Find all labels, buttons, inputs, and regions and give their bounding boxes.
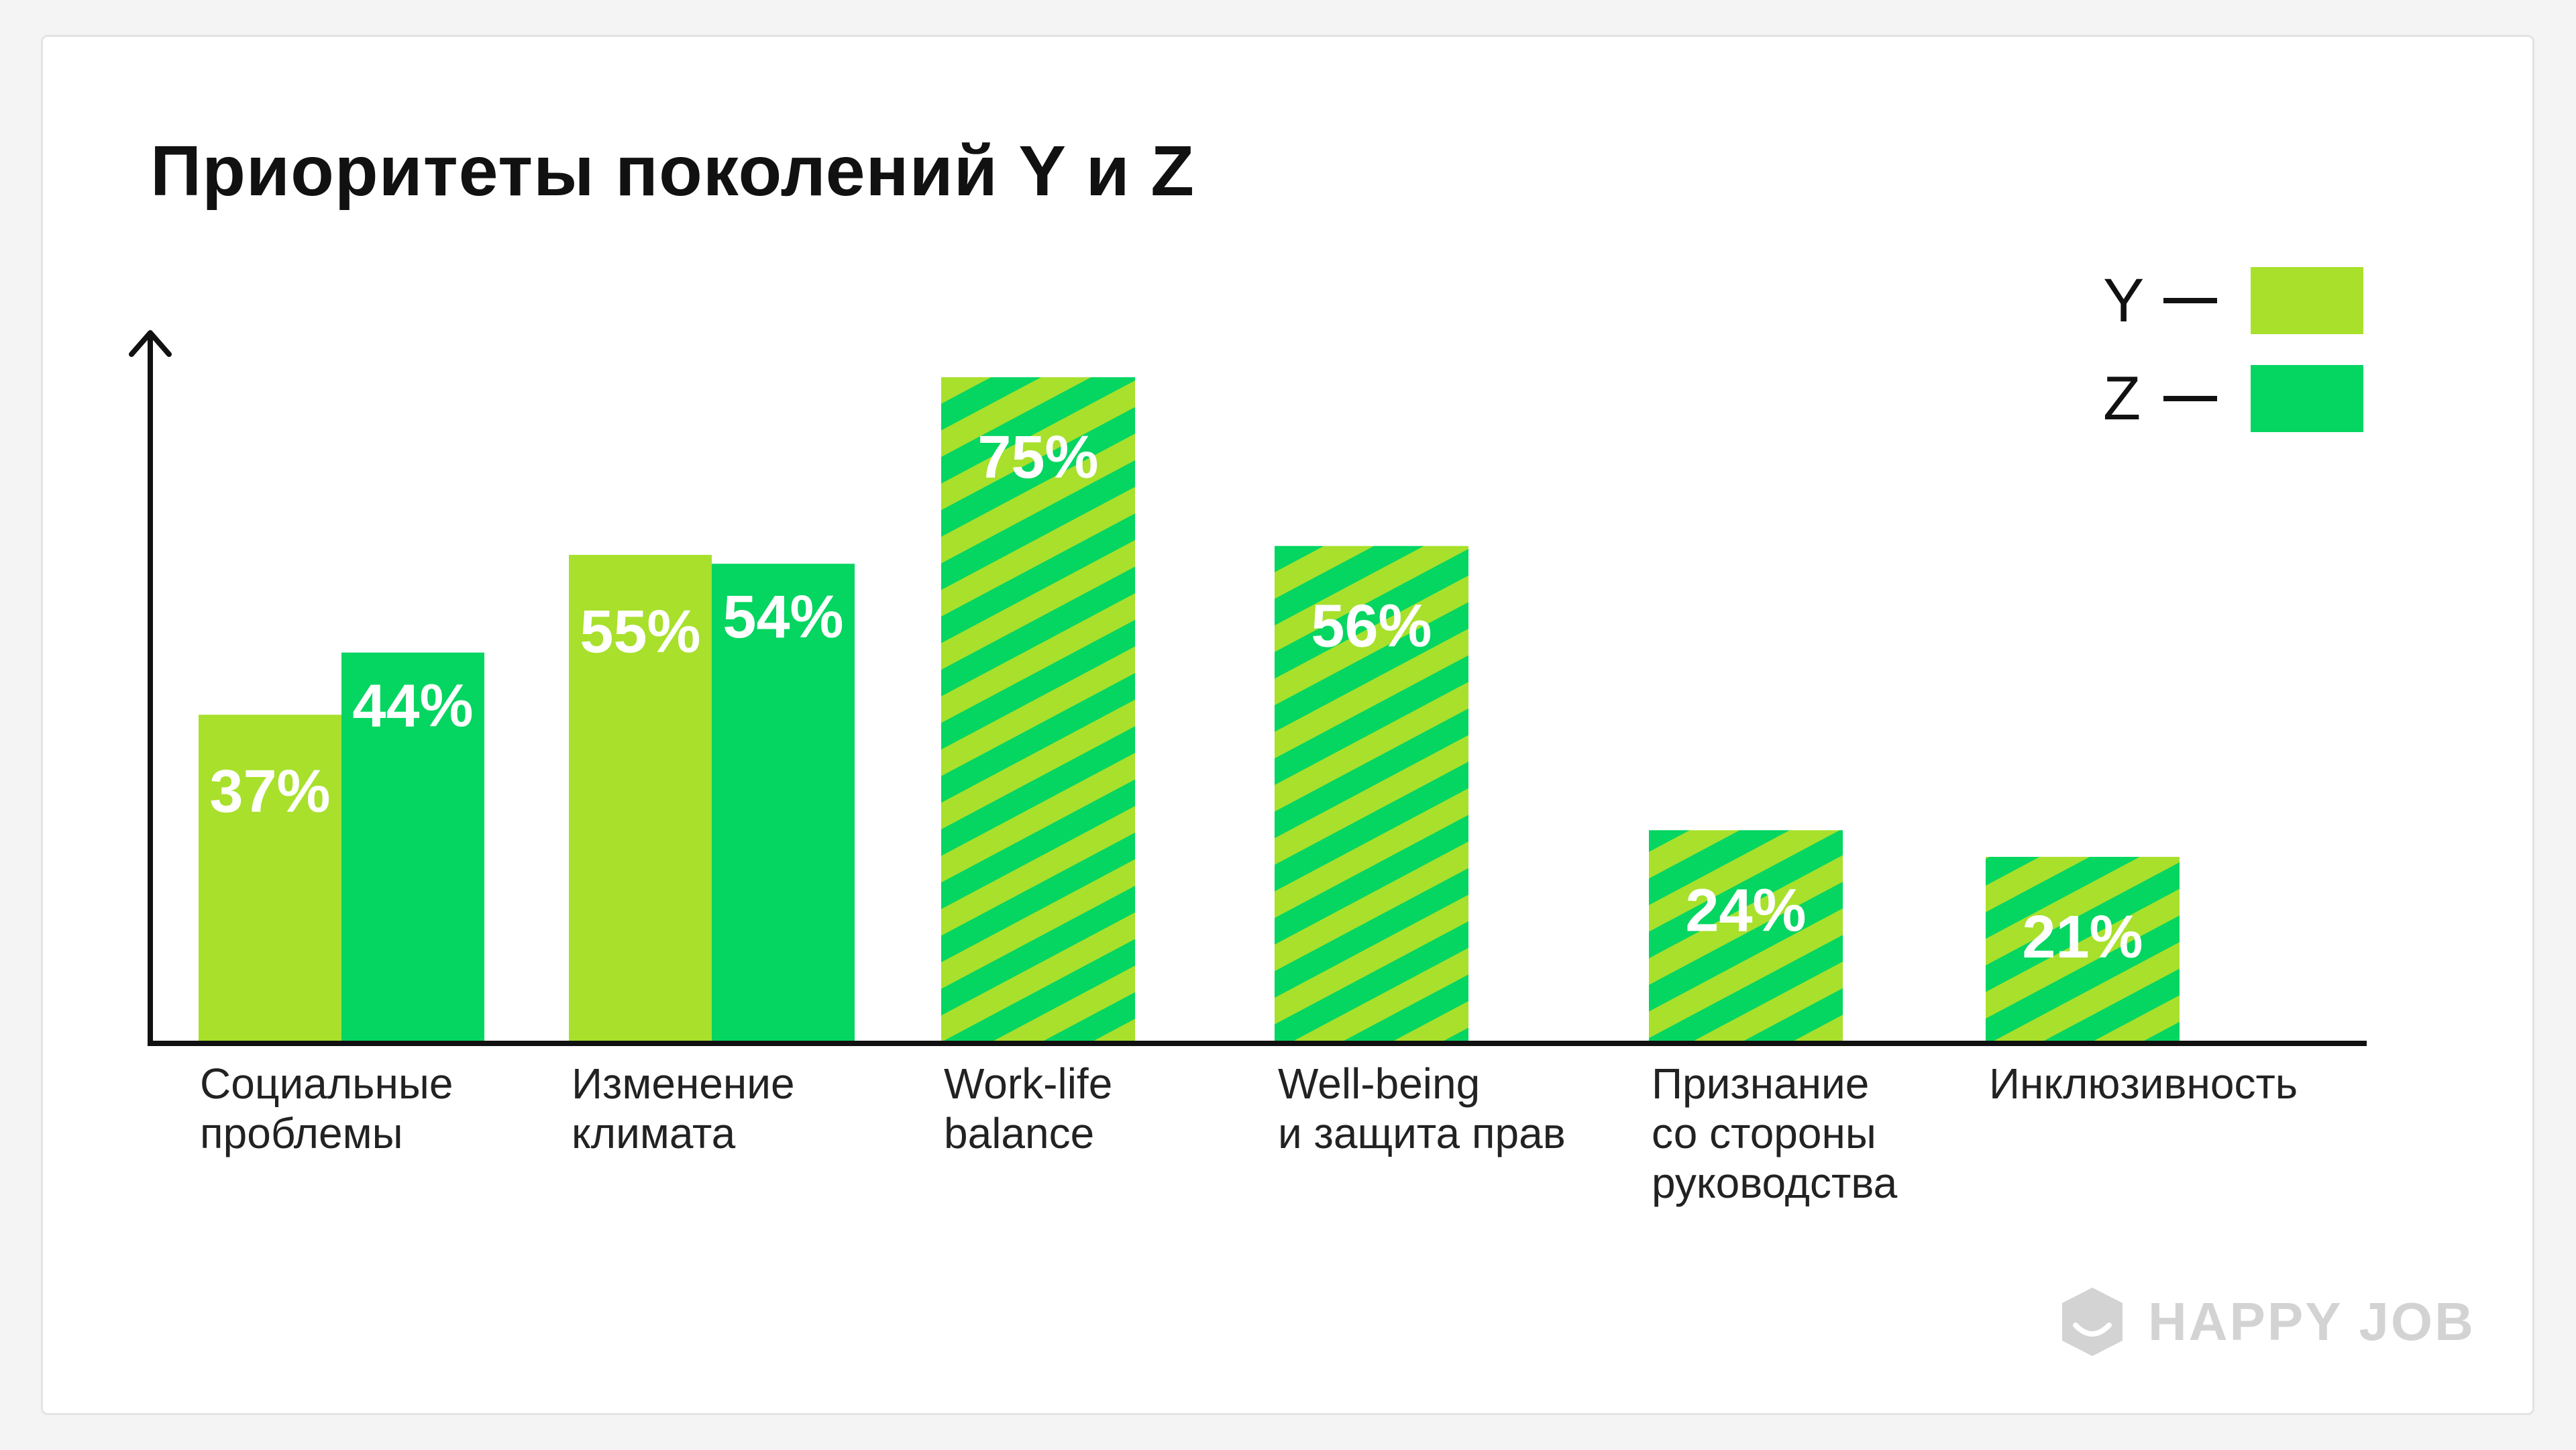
- data-label-z-climate: 54%: [722, 584, 843, 651]
- category-label-social: Социальные проблемы: [200, 1059, 453, 1157]
- bar-yz-recognition: [1649, 830, 1843, 1043]
- data-label-yz-inclusivity: 21%: [2022, 904, 2143, 971]
- brand-logo: HAPPY JOB: [2055, 1285, 2475, 1359]
- bar-y-climate: [569, 554, 712, 1043]
- category-label-climate: Изменение климата: [572, 1059, 795, 1157]
- bar-yz-inclusivity: [1986, 857, 2180, 1043]
- legend-item-z: Z: [2103, 364, 2363, 433]
- data-labels-group: 37% 44% 55% 54% 75% 56% 24% 21%: [209, 424, 2143, 971]
- category-label-well-being: Well-being и защита прав: [1278, 1059, 1566, 1157]
- data-label-z-social: 44%: [352, 673, 473, 740]
- legend-label-y: Y: [2103, 266, 2145, 335]
- bar-yz-well-being: [1275, 546, 1468, 1043]
- data-label-y-climate: 55%: [580, 599, 700, 666]
- legend-dash-y: [2163, 298, 2217, 303]
- chart-title: Приоритеты поколений Y и Z: [150, 132, 1195, 211]
- bars-group: [199, 377, 2180, 1043]
- category-label-work-life: Work-life balance: [944, 1059, 1113, 1157]
- data-label-yz-well-being: 56%: [1311, 593, 1432, 660]
- data-label-y-social: 37%: [209, 758, 330, 825]
- category-label-inclusivity: Инклюзивность: [1989, 1059, 2298, 1108]
- bar-z-climate: [712, 564, 855, 1043]
- category-label-recognition: Признание со стороны руководства: [1652, 1059, 1898, 1207]
- data-label-yz-recognition: 24%: [1685, 877, 1806, 944]
- bar-z-social: [341, 652, 484, 1043]
- bar-y-social: [199, 715, 341, 1043]
- legend-swatch-y: [2251, 267, 2363, 334]
- legend-dash-z: [2163, 396, 2217, 401]
- legend-label-z: Z: [2103, 364, 2141, 433]
- y-axis-arrow-icon: [129, 330, 172, 357]
- smiley-hexagon-icon: [2062, 1288, 2123, 1356]
- bar-yz-work-life: [941, 377, 1135, 1043]
- brand-name: HAPPY JOB: [2148, 1292, 2475, 1351]
- legend-item-y: Y: [2103, 266, 2363, 335]
- legend-swatch-z: [2251, 365, 2363, 432]
- data-label-yz-work-life: 75%: [977, 424, 1098, 491]
